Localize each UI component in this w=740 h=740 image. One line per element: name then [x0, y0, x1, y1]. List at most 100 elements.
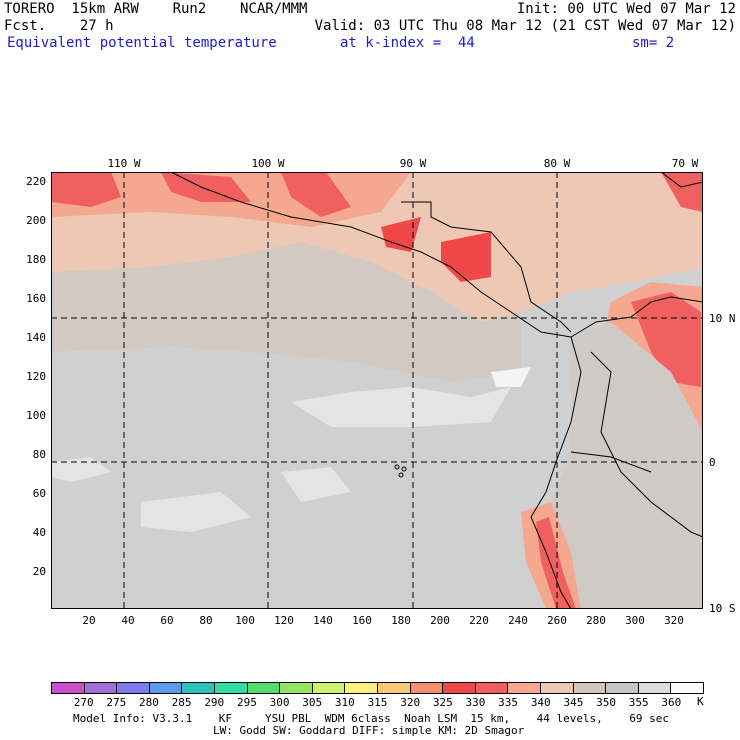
theta-e-band-330	[381, 217, 421, 252]
colorbar-label: 335	[498, 696, 519, 709]
theta-e-band-360	[51, 457, 111, 482]
lat-label-10s: 10 S	[709, 602, 736, 615]
pacific-coastline	[170, 172, 572, 338]
field-name: Equivalent potential temperature	[7, 35, 277, 51]
forecast-hour: Fcst. 27 h	[4, 18, 114, 34]
colorbar-swatch	[52, 683, 85, 693]
y-tick: 100	[26, 409, 46, 422]
theta-e-band-330	[661, 172, 703, 212]
caribbean-island-coast	[660, 172, 703, 188]
colorbar	[51, 682, 704, 694]
galapagos-island	[401, 466, 407, 472]
x-tick: 40	[121, 614, 135, 627]
y-tick: 140	[26, 331, 46, 344]
theta-e-band-330	[631, 292, 701, 387]
x-tick: 280	[586, 614, 606, 627]
lon-label-90w: 90 W	[399, 157, 427, 170]
colorbar-unit: K	[697, 695, 704, 708]
x-tick: 180	[391, 614, 411, 627]
lon-label-70w: 70 W	[671, 157, 699, 170]
x-tick: 320	[664, 614, 684, 627]
y-tick: 60	[32, 487, 46, 500]
colorbar-label: 340	[530, 696, 551, 709]
theta-e-band-330	[161, 172, 251, 202]
colorbar-swatch	[280, 683, 313, 693]
colorbar-swatch	[508, 683, 541, 693]
theta-e-band-350	[551, 322, 703, 609]
theta-e-band-360	[491, 367, 531, 387]
south-america-north-coast	[570, 296, 703, 338]
x-tick: 100	[235, 614, 255, 627]
colorbar-swatch	[345, 683, 378, 693]
y-tick: 120	[26, 370, 46, 383]
colorbar-label: 280	[139, 696, 159, 709]
lat-label-10n: 10 N	[709, 312, 736, 325]
theta-e-band-360	[141, 492, 251, 532]
colorbar-swatch	[84, 683, 118, 693]
colorbar-label: 345	[563, 696, 584, 709]
x-tick: 300	[625, 614, 645, 627]
run-title: TORERO 15km ARW Run2 NCAR/MMM	[4, 1, 308, 17]
init-time: Init: 00 UTC Wed 07 Mar 12	[516, 1, 736, 17]
graticule	[51, 172, 703, 609]
colorbar-swatch	[573, 683, 607, 693]
theta-e-band-345	[51, 242, 521, 382]
colorbar-label: 270	[73, 696, 94, 709]
physics-info: LW: Godd SW: Goddard DIFF: simple KM: 2D…	[213, 724, 525, 737]
colorbar-swatch	[606, 683, 639, 693]
map-frame	[51, 172, 703, 609]
colorbar-label: 320	[400, 696, 421, 709]
colorbar-swatch	[671, 683, 703, 693]
k-index: at k-index = 44	[340, 35, 475, 51]
colorbar-label: 310	[334, 696, 355, 709]
lon-label-110w: 110 W	[107, 157, 141, 170]
colorbar-label: 315	[367, 696, 388, 709]
colorbar-label: 300	[269, 696, 290, 709]
colorbar-label: 330	[465, 696, 486, 709]
x-tick: 200	[430, 614, 450, 627]
x-tick: 220	[469, 614, 489, 627]
y-tick: 180	[26, 253, 46, 266]
x-tick: 140	[313, 614, 333, 627]
y-tick: 20	[32, 565, 46, 578]
y-tick: 80	[32, 448, 46, 461]
colorbar-swatch	[182, 683, 215, 693]
x-tick: 20	[82, 614, 96, 627]
country-border	[590, 351, 703, 538]
colorbar-swatch	[214, 683, 248, 693]
theta-e-band-330	[536, 517, 576, 609]
colorbar-swatch	[475, 683, 509, 693]
model-info: Model Info: V3.3.1 KF YSU PBL WDM 6class…	[73, 712, 670, 725]
colorbar-label: 295	[236, 696, 257, 709]
smoothing-value: sm= 2	[632, 35, 675, 51]
south-america-west-coast	[530, 336, 582, 609]
colorbar-swatch	[247, 683, 281, 693]
lat-label-0: 0	[709, 456, 716, 469]
y-tick: 200	[26, 214, 46, 227]
y-tick: 40	[32, 526, 46, 539]
colorbar-swatch	[638, 683, 672, 693]
theta-e-map	[51, 172, 703, 609]
colorbar-swatch	[312, 683, 346, 693]
colorbar-swatch	[149, 683, 183, 693]
colorbar-label: 290	[204, 696, 225, 709]
colorbar-label: 360	[661, 696, 682, 709]
colorbar-label: 355	[628, 696, 649, 709]
x-tick: 60	[160, 614, 174, 627]
colorbar-swatch	[443, 683, 476, 693]
colorbar-label: 350	[596, 696, 616, 709]
theta-e-band-330	[281, 172, 351, 217]
x-tick: 160	[352, 614, 372, 627]
theta-e-band-330	[51, 172, 121, 207]
colorbar-label: 305	[302, 696, 323, 709]
x-tick: 240	[508, 614, 528, 627]
y-tick: 220	[26, 175, 46, 188]
country-border	[570, 451, 652, 473]
x-tick: 260	[547, 614, 567, 627]
colorbar-swatch	[410, 683, 444, 693]
colorbar-swatch	[540, 683, 574, 693]
galapagos-island	[394, 464, 400, 470]
caribbean-coastline	[401, 201, 572, 333]
valid-time: Valid: 03 UTC Thu 08 Mar 12 (21 CST Wed …	[314, 18, 736, 34]
colorbar-label: 325	[432, 696, 453, 709]
